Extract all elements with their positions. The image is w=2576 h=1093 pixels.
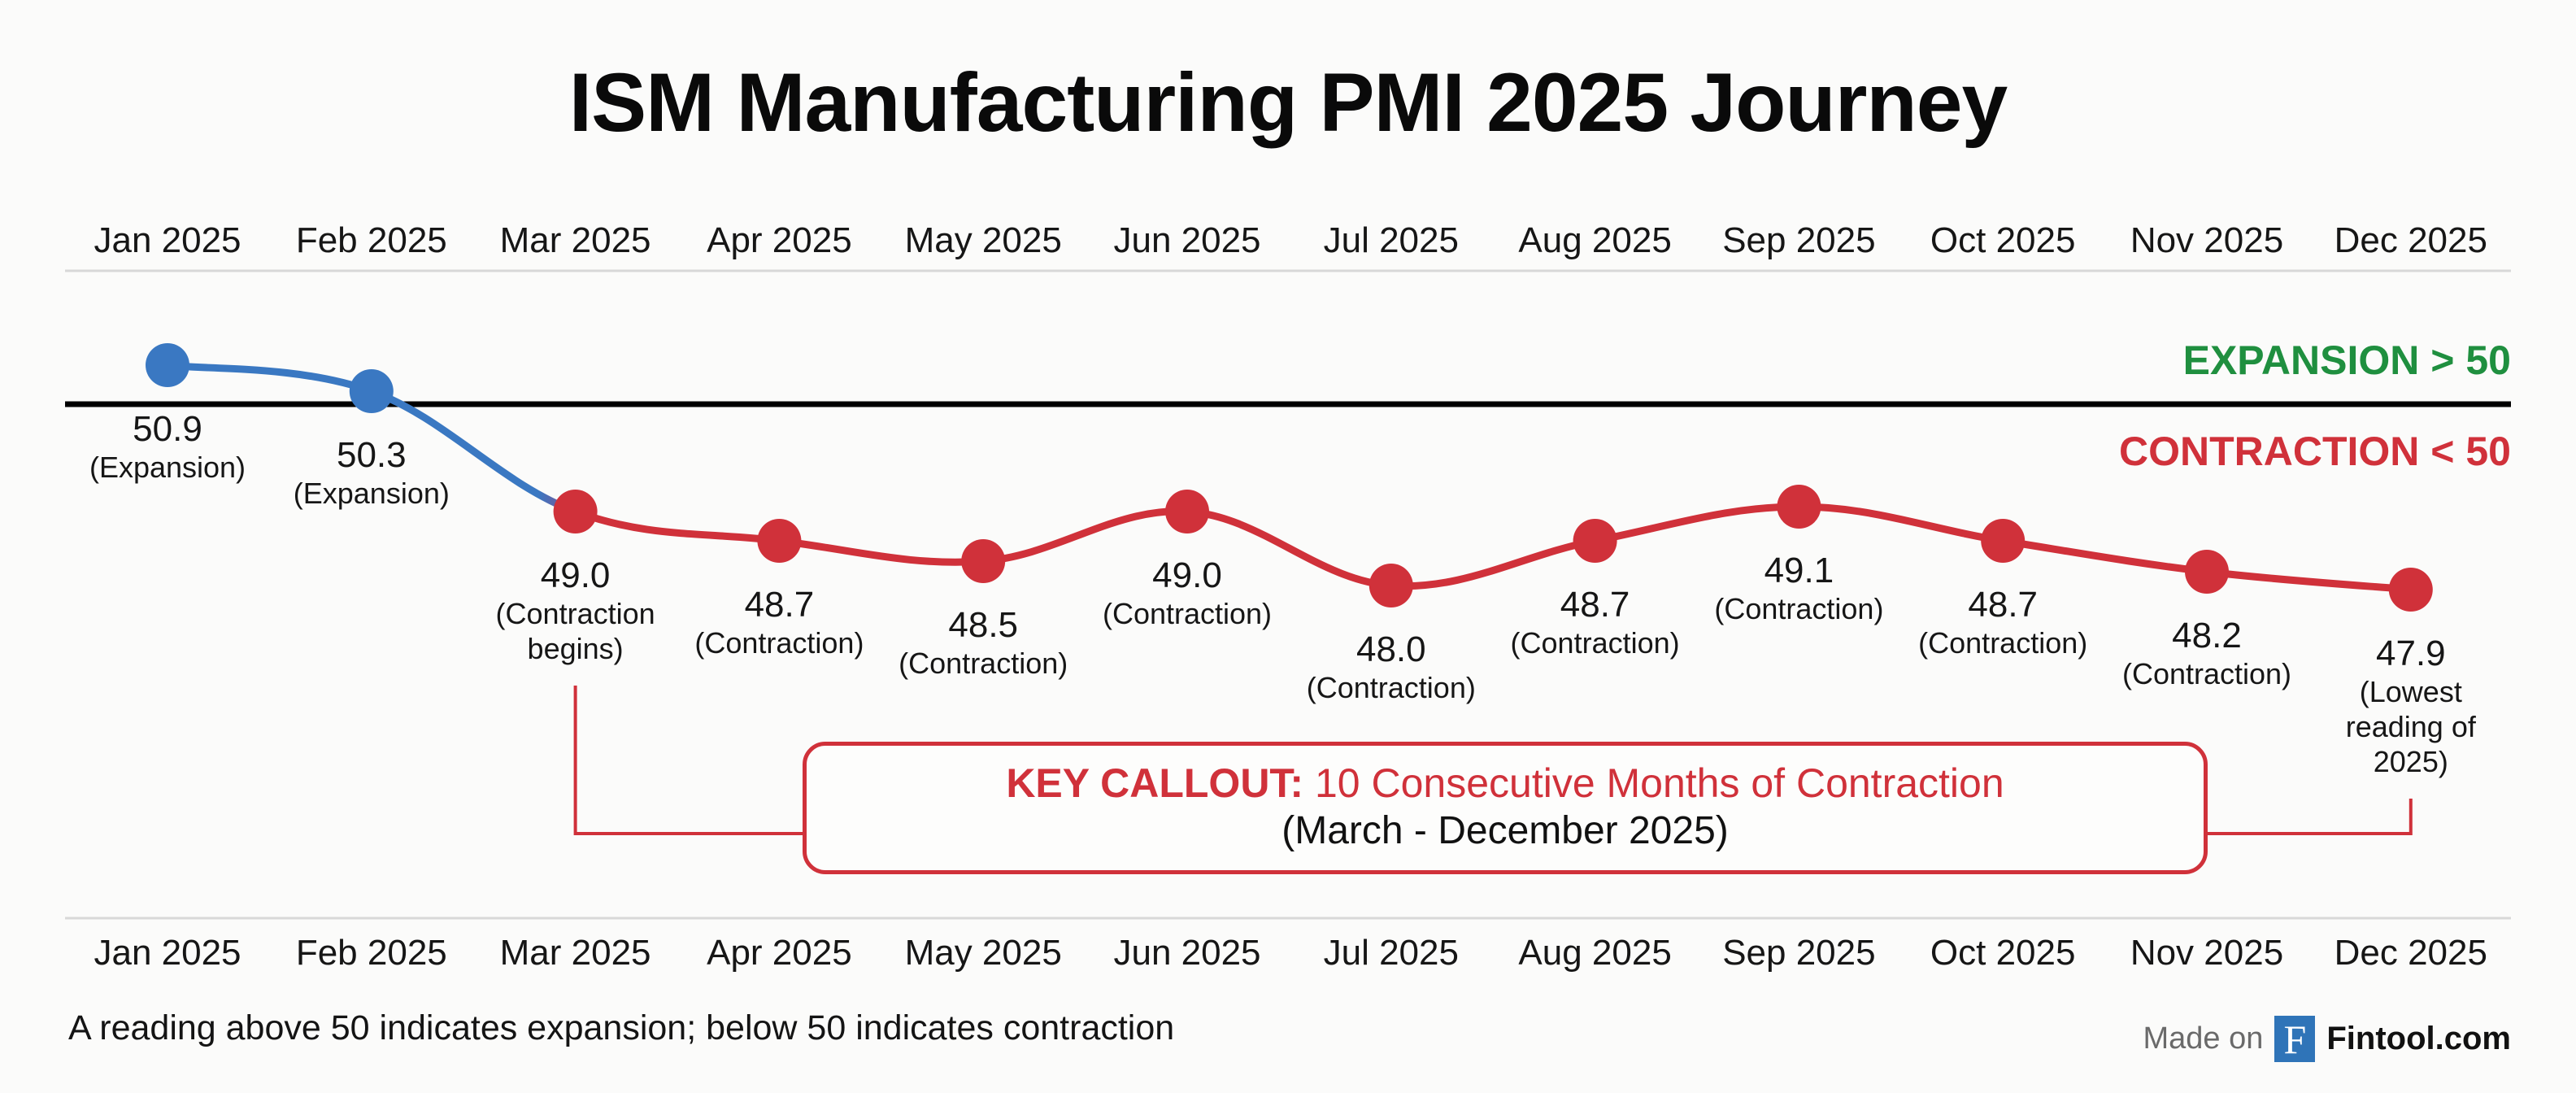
callout-connector-left — [573, 686, 805, 835]
bottom-month-label: Sep 2025 — [1722, 933, 1875, 973]
value-label: 50.3 — [337, 435, 407, 475]
value-label: 48.0 — [1356, 629, 1426, 669]
value-label: 47.9 — [2376, 634, 2446, 673]
expansion-zone-label: EXPANSION > 50 — [2183, 337, 2511, 383]
value-label: 49.1 — [1764, 551, 1834, 590]
data-point[interactable] — [1573, 519, 1617, 563]
callout-connectors — [573, 686, 2413, 835]
top-month-label: Nov 2025 — [2130, 220, 2283, 260]
annotation-label: (Expansion) — [294, 477, 450, 510]
top-month-label: Aug 2025 — [1518, 220, 1671, 260]
bottom-month-label: Dec 2025 — [2334, 933, 2487, 973]
annotation-label: reading of — [2346, 710, 2477, 743]
value-label: 48.2 — [2172, 616, 2242, 655]
fintool-logo-icon: F — [2274, 1016, 2316, 1062]
annotation-label: (Contraction) — [1714, 592, 1883, 625]
data-point[interactable] — [1165, 490, 1209, 533]
annotation-label: (Expansion) — [89, 451, 246, 484]
annotation-label: (Contraction) — [1103, 597, 1272, 630]
top-month-label: Jul 2025 — [1324, 220, 1459, 260]
top-month-label: Feb 2025 — [296, 220, 447, 260]
value-label: 48.5 — [948, 605, 1018, 645]
bottom-month-label: Jul 2025 — [1324, 933, 1459, 973]
bottom-month-label: Jan 2025 — [94, 933, 241, 973]
top-month-label: Jun 2025 — [1113, 220, 1260, 260]
annotation-label: (Contraction) — [1307, 671, 1476, 704]
annotation-label: 2025) — [2374, 745, 2448, 778]
annotation-label: (Contraction) — [1511, 626, 1680, 660]
bottom-month-label: May 2025 — [905, 933, 1062, 973]
top-month-label: Oct 2025 — [1930, 220, 2076, 260]
expansion-series-line — [163, 361, 376, 395]
data-point[interactable] — [757, 519, 802, 563]
value-label: 48.7 — [1560, 585, 1630, 625]
callout-range: (March - December 2025) — [1281, 809, 1729, 853]
callout-bold-label: KEY CALLOUT: — [1006, 760, 1304, 806]
footnote: A reading above 50 indicates expansion; … — [68, 1008, 1175, 1047]
value-label: 49.0 — [1152, 555, 1222, 595]
top-month-label: Dec 2025 — [2334, 220, 2487, 260]
top-month-label: Jan 2025 — [94, 220, 241, 260]
callout-connector-right — [2205, 799, 2413, 835]
bottom-month-label: Nov 2025 — [2130, 933, 2283, 973]
data-point[interactable] — [1368, 564, 1413, 607]
bottom-month-label: Oct 2025 — [1930, 933, 2076, 973]
data-point[interactable] — [1777, 485, 1821, 529]
annotation-label: (Contraction) — [694, 626, 864, 660]
data-point[interactable] — [349, 369, 394, 413]
data-point[interactable] — [1981, 519, 2026, 563]
chart-title: ISM Manufacturing PMI 2025 Journey — [568, 56, 2008, 149]
data-point[interactable] — [146, 343, 189, 387]
bottom-month-label: Aug 2025 — [1518, 933, 1671, 973]
key-callout-box: KEY CALLOUT: 10 Consecutive Months of Co… — [803, 742, 2208, 874]
transition-series-line — [368, 387, 580, 516]
data-points — [146, 343, 2433, 612]
top-month-label: Sep 2025 — [1722, 220, 1875, 260]
bottom-month-label: Mar 2025 — [500, 933, 651, 973]
annotation-label: (Contraction — [496, 597, 655, 630]
data-point[interactable] — [553, 490, 598, 533]
brand-made-on: Made on — [2143, 1021, 2264, 1056]
top-month-label: Apr 2025 — [707, 220, 852, 260]
bottom-month-label: Jun 2025 — [1113, 933, 1260, 973]
bottom-month-label: Feb 2025 — [296, 933, 447, 973]
contraction-zone-label: CONTRACTION < 50 — [2119, 429, 2511, 474]
brand-name-link[interactable]: Fintool.com — [2326, 1021, 2511, 1056]
annotation-label: begins) — [528, 632, 624, 665]
top-month-axis: Jan 2025 Feb 2025 Mar 2025 Apr 2025 May 2025… — [94, 220, 2487, 260]
bottom-month-label: Apr 2025 — [707, 933, 852, 973]
bottom-month-axis: Jan 2025 Feb 2025 Mar 2025 Apr 2025 May 2025… — [94, 933, 2487, 973]
value-label: 49.0 — [541, 555, 611, 595]
series-lines — [163, 361, 2415, 594]
data-point[interactable] — [2185, 550, 2229, 594]
top-month-label: May 2025 — [905, 220, 1062, 260]
annotation-label: (Contraction) — [899, 647, 1068, 680]
data-point[interactable] — [2388, 568, 2433, 612]
brand-attribution[interactable]: Made on F Fintool.com — [2143, 1016, 2511, 1062]
data-point[interactable] — [961, 539, 1006, 583]
value-label: 50.9 — [133, 409, 202, 449]
annotation-label: (Contraction) — [2122, 657, 2291, 690]
callout-headline: KEY CALLOUT: 10 Consecutive Months of Co… — [1006, 760, 2004, 808]
top-month-label: Mar 2025 — [500, 220, 651, 260]
annotation-label: (Contraction) — [1918, 626, 2087, 660]
value-label: 48.7 — [1968, 585, 2038, 625]
callout-headline-text: 10 Consecutive Months of Contraction — [1303, 760, 2004, 806]
data-labels: 50.9(Expansion) 50.3(Expansion)49.0(Contr… — [89, 409, 2477, 778]
annotation-label: (Lowest — [2360, 675, 2462, 708]
contraction-series-line — [572, 503, 2415, 594]
value-label: 48.7 — [745, 585, 815, 625]
